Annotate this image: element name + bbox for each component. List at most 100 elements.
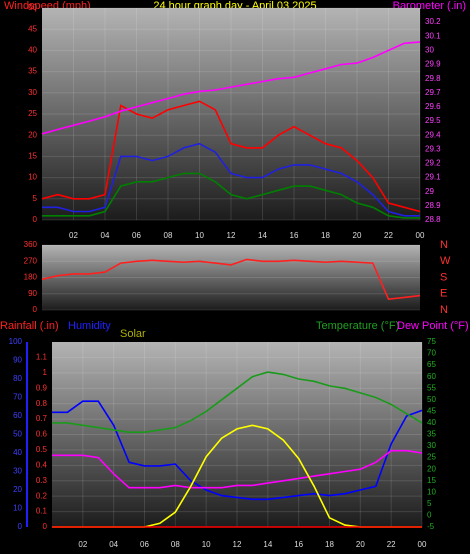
x-tick-label: 18 xyxy=(325,540,334,549)
y2-tick-label: 29.2 xyxy=(425,159,441,168)
y2-tick-label: 28.8 xyxy=(425,215,441,224)
x-tick-label: 14 xyxy=(258,231,267,240)
humidity-axis-label: Humidity xyxy=(68,320,111,332)
series-line xyxy=(42,172,420,219)
y-tick-label: 360 xyxy=(24,240,38,249)
y2-tick-label: 28.9 xyxy=(425,201,441,210)
x-tick-label: 16 xyxy=(294,540,303,549)
y-tick-label: 45 xyxy=(28,24,37,33)
y-tick-label: 90 xyxy=(28,289,37,298)
y-tick-label: 0.9 xyxy=(36,383,48,392)
x-tick-label: 20 xyxy=(353,231,362,240)
y3-tick-label: 90 xyxy=(13,356,22,365)
y2-tick-label: E xyxy=(440,288,447,300)
plot-area xyxy=(42,8,420,220)
y-tick-label: 0.8 xyxy=(36,399,48,408)
y2-tick-label: 29.5 xyxy=(425,116,441,125)
x-tick-label: 02 xyxy=(69,231,78,240)
y2-tick-label: 29.1 xyxy=(425,173,441,182)
x-tick-label: 20 xyxy=(356,540,365,549)
x-tick-label: 04 xyxy=(109,540,118,549)
y-tick-label: 0.7 xyxy=(36,414,48,423)
y2-tick-label: 15 xyxy=(427,476,436,485)
x-tick-label: 00 xyxy=(418,540,427,549)
y2-tick-label: W xyxy=(440,255,451,267)
y2-tick-label: 30 xyxy=(427,441,436,450)
y-tick-label: 1 xyxy=(43,368,48,377)
series-line xyxy=(41,41,421,135)
y2-tick-label: 30.1 xyxy=(425,31,441,40)
dew-point-label: Dew Point (°F) xyxy=(397,320,469,332)
x-tick-label: 22 xyxy=(387,540,396,549)
y-tick-label: 1.1 xyxy=(36,353,48,362)
y3-tick-label: 60 xyxy=(13,411,22,420)
temperature-axis-label: Temperature (°F) xyxy=(316,320,399,332)
y3-tick-label: 40 xyxy=(13,448,22,457)
chart-title: 24 hour graph day - April 03 2025 xyxy=(153,0,316,12)
y2-tick-label: 55 xyxy=(427,383,436,392)
y2-tick-label: 35 xyxy=(427,430,436,439)
solar-label: Solar xyxy=(120,328,146,340)
y-tick-label: 25 xyxy=(28,109,37,118)
y2-tick-label: 60 xyxy=(427,372,436,381)
y2-tick-label: 29.3 xyxy=(425,144,441,153)
y2-tick-label: -5 xyxy=(427,522,435,531)
y2-tick-label: 0 xyxy=(427,511,432,520)
y-tick-label: 40 xyxy=(28,46,37,55)
series-line xyxy=(41,258,421,301)
x-tick-label: 02 xyxy=(78,540,87,549)
y-tick-label: 0.6 xyxy=(36,430,48,439)
y2-tick-label: 30.2 xyxy=(425,17,441,26)
x-tick-label: 04 xyxy=(101,231,110,240)
plot-area xyxy=(52,342,422,527)
y3-tick-label: 20 xyxy=(13,485,22,494)
series-line xyxy=(42,142,420,217)
y2-tick-label: 10 xyxy=(427,487,436,496)
y-tick-label: 20 xyxy=(28,130,37,139)
series-line xyxy=(52,371,423,433)
x-tick-label: 06 xyxy=(140,540,149,549)
y2-tick-label: N xyxy=(440,304,448,316)
y2-tick-label: 30 xyxy=(425,46,434,55)
y-tick-label: 180 xyxy=(24,273,38,282)
y2-tick-label: 70 xyxy=(427,349,436,358)
rain-axis-label: Rainfall (.in) xyxy=(0,320,59,332)
y2-tick-label: 20 xyxy=(427,464,436,473)
y2-tick-label: 29.8 xyxy=(425,74,441,83)
series-line xyxy=(52,400,423,501)
y-tick-label: 35 xyxy=(28,67,37,76)
y-tick-label: 0.3 xyxy=(36,476,48,485)
x-tick-label: 00 xyxy=(416,231,425,240)
y-tick-label: 10 xyxy=(28,173,37,182)
y2-tick-label: N xyxy=(440,239,448,251)
y3-tick-label: 0 xyxy=(18,522,23,531)
y-tick-label: 50 xyxy=(28,3,37,12)
x-tick-label: 14 xyxy=(263,540,272,549)
y-tick-label: 0.1 xyxy=(36,507,48,516)
y-tick-label: 0.4 xyxy=(36,460,48,469)
y-tick-label: 0.2 xyxy=(36,491,48,500)
x-tick-label: 22 xyxy=(384,231,393,240)
y2-tick-label: 29.4 xyxy=(425,130,441,139)
y2-tick-label: 40 xyxy=(427,418,436,427)
series-line xyxy=(41,100,421,213)
y-axis-label: Windspeed (mph) xyxy=(4,0,91,12)
x-tick-label: 08 xyxy=(164,231,173,240)
x-tick-label: 18 xyxy=(321,231,330,240)
series-line xyxy=(52,449,423,489)
y2-tick-label: 29 xyxy=(425,187,434,196)
y3-tick-label: 70 xyxy=(13,393,22,402)
y3-tick-label: 100 xyxy=(9,337,23,346)
y-tick-label: 0 xyxy=(33,215,38,224)
x-tick-label: 10 xyxy=(195,231,204,240)
x-tick-label: 06 xyxy=(132,231,141,240)
x-tick-label: 16 xyxy=(290,231,299,240)
y2-tick-label: 29.7 xyxy=(425,88,441,97)
y2-tick-label: 5 xyxy=(427,499,432,508)
y-tick-label: 270 xyxy=(24,256,38,265)
y2-tick-label: 45 xyxy=(427,406,436,415)
y3-tick-label: 80 xyxy=(13,374,22,383)
y2-tick-label: 29.9 xyxy=(425,60,441,69)
plot-area xyxy=(42,245,420,310)
